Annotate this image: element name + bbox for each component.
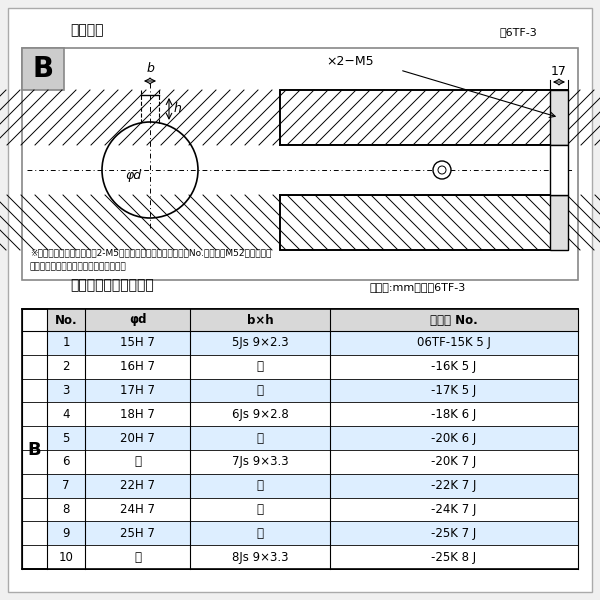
- Bar: [22, 48, 578, 280]
- Bar: [280, 145, 568, 195]
- Circle shape: [438, 166, 446, 174]
- Text: 軸穴形状: 軸穴形状: [70, 23, 104, 37]
- Text: 4: 4: [62, 408, 70, 421]
- Text: 10: 10: [59, 551, 73, 563]
- Bar: [22, 309, 578, 569]
- Text: 22H 7: 22H 7: [120, 479, 155, 492]
- Text: 5: 5: [62, 431, 70, 445]
- Bar: [550, 195, 568, 250]
- Text: 〃: 〃: [257, 431, 263, 445]
- Text: b: b: [146, 62, 154, 75]
- Text: 〃: 〃: [134, 551, 141, 563]
- Bar: [22, 48, 64, 90]
- Text: 7: 7: [62, 479, 70, 492]
- Bar: [47, 331, 578, 355]
- Text: h: h: [174, 103, 182, 115]
- Text: 17: 17: [551, 65, 567, 78]
- Text: B: B: [28, 441, 41, 459]
- Text: 嘷6TF-3: 嘷6TF-3: [500, 27, 538, 37]
- Text: -18K 6 J: -18K 6 J: [431, 408, 476, 421]
- Text: 5Js 9×2.3: 5Js 9×2.3: [232, 337, 289, 349]
- Text: -22K 7 J: -22K 7 J: [431, 479, 476, 492]
- Text: -16K 5 J: -16K 5 J: [431, 360, 476, 373]
- Text: B: B: [32, 55, 53, 83]
- Text: 8: 8: [62, 503, 70, 516]
- Text: 3: 3: [62, 384, 70, 397]
- Bar: [47, 426, 578, 450]
- Text: b×h: b×h: [247, 313, 274, 326]
- Text: 9: 9: [62, 527, 70, 540]
- Text: 17H 7: 17H 7: [120, 384, 155, 397]
- Text: ※セットボルト用タップ（2-M5）が必要な場合は右記コードNo.の末尾にM52を付ける。: ※セットボルト用タップ（2-M5）が必要な場合は右記コードNo.の末尾にM52を…: [30, 248, 271, 257]
- Text: φd: φd: [125, 169, 141, 181]
- Bar: [47, 309, 578, 331]
- Bar: [47, 521, 578, 545]
- Bar: [47, 497, 578, 521]
- Text: -20K 7 J: -20K 7 J: [431, 455, 476, 469]
- Text: φd: φd: [129, 313, 146, 326]
- Text: （単位:mm）　表6TF-3: （単位:mm） 表6TF-3: [370, 282, 466, 292]
- Text: -24K 7 J: -24K 7 J: [431, 503, 476, 516]
- Text: 軸穴形状コード一覧表: 軸穴形状コード一覧表: [70, 278, 154, 292]
- Bar: [47, 355, 578, 379]
- Text: 〃: 〃: [257, 527, 263, 540]
- Text: -25K 7 J: -25K 7 J: [431, 527, 476, 540]
- Text: 15H 7: 15H 7: [120, 337, 155, 349]
- Text: -20K 6 J: -20K 6 J: [431, 431, 476, 445]
- Text: 1: 1: [62, 337, 70, 349]
- Text: 16H 7: 16H 7: [120, 360, 155, 373]
- Text: 18H 7: 18H 7: [120, 408, 155, 421]
- Text: 25H 7: 25H 7: [120, 527, 155, 540]
- Text: 7Js 9×3.3: 7Js 9×3.3: [232, 455, 289, 469]
- Text: 〃: 〃: [257, 360, 263, 373]
- Text: （セットボルトは付属されています。）: （セットボルトは付属されています。）: [30, 262, 127, 271]
- Text: 〃: 〃: [257, 384, 263, 397]
- Text: -17K 5 J: -17K 5 J: [431, 384, 476, 397]
- Bar: [280, 90, 568, 145]
- Bar: [47, 545, 578, 569]
- Bar: [47, 403, 578, 426]
- Text: 24H 7: 24H 7: [120, 503, 155, 516]
- Bar: [550, 90, 568, 145]
- Bar: [47, 474, 578, 497]
- Text: 〃: 〃: [257, 503, 263, 516]
- Text: 20H 7: 20H 7: [120, 431, 155, 445]
- Text: 〃: 〃: [134, 455, 141, 469]
- Text: 6: 6: [62, 455, 70, 469]
- Bar: [280, 90, 568, 145]
- Text: ×2−M5: ×2−M5: [326, 55, 374, 68]
- Circle shape: [102, 122, 198, 218]
- Text: 2: 2: [62, 360, 70, 373]
- Bar: [47, 379, 578, 403]
- Bar: [280, 195, 568, 250]
- Circle shape: [433, 161, 451, 179]
- Text: 6Js 9×2.8: 6Js 9×2.8: [232, 408, 289, 421]
- Bar: [47, 450, 578, 474]
- Text: 8Js 9×3.3: 8Js 9×3.3: [232, 551, 288, 563]
- Text: コード No.: コード No.: [430, 313, 478, 326]
- Bar: [280, 195, 568, 250]
- Text: -25K 8 J: -25K 8 J: [431, 551, 476, 563]
- Text: 06TF-15K 5 J: 06TF-15K 5 J: [417, 337, 491, 349]
- Text: No.: No.: [55, 313, 77, 326]
- Text: 〃: 〃: [257, 479, 263, 492]
- Bar: [550, 145, 568, 195]
